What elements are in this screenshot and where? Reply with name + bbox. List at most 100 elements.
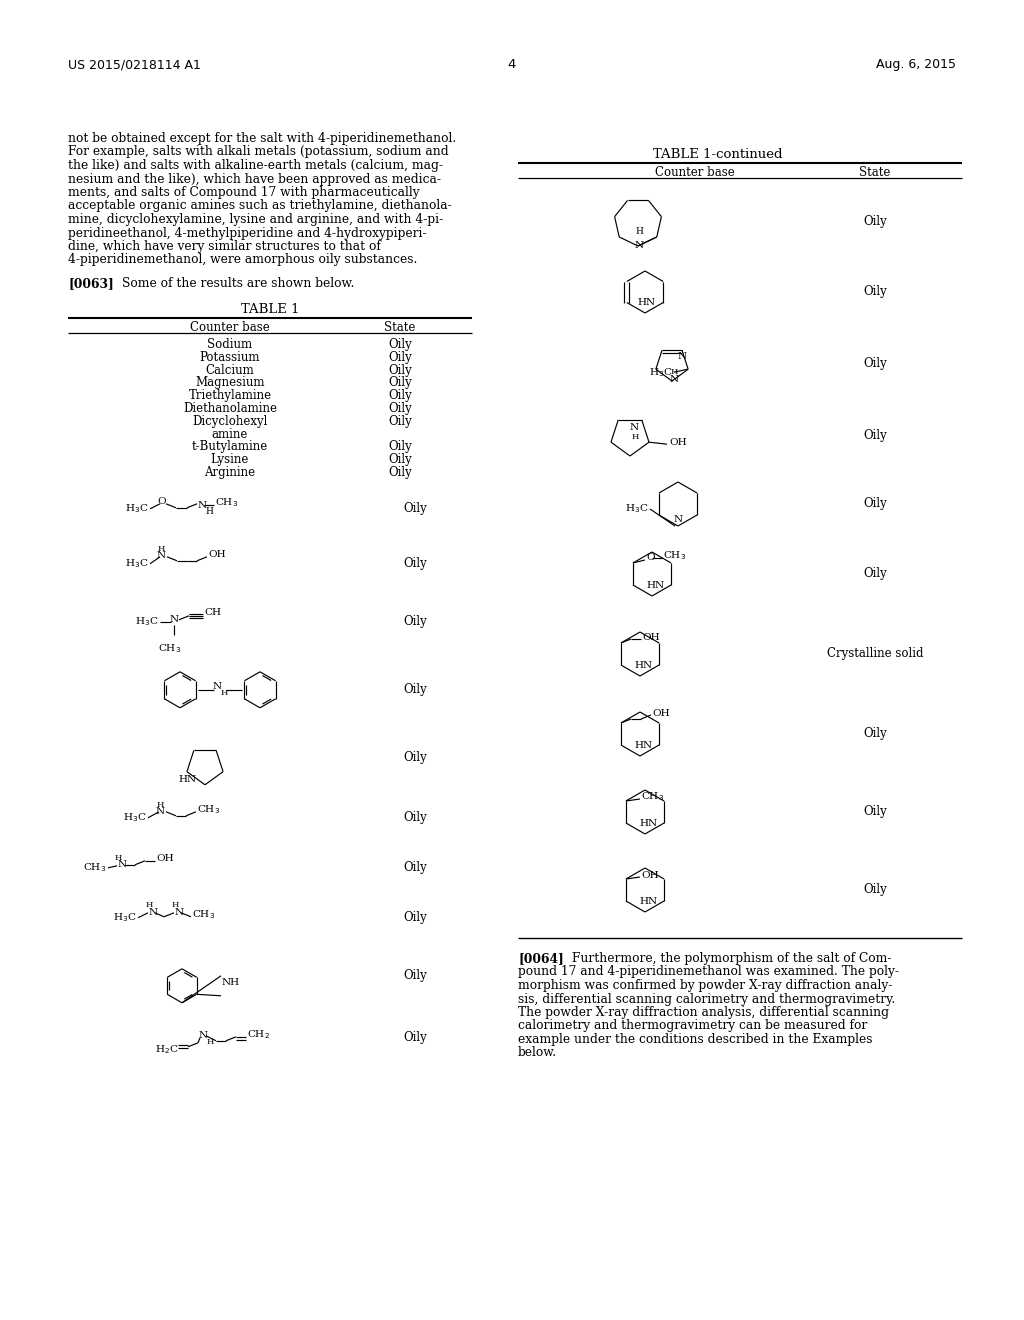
Text: OH: OH [652, 709, 670, 718]
Text: HN: HN [640, 818, 658, 828]
Text: US 2015/0218114 A1: US 2015/0218114 A1 [68, 58, 201, 71]
Text: Oily: Oily [403, 861, 427, 874]
Text: TABLE 1-continued: TABLE 1-continued [653, 148, 782, 161]
Text: Oily: Oily [863, 568, 887, 581]
Text: CH$_3$: CH$_3$ [197, 804, 220, 816]
Text: the like) and salts with alkaline-earth metals (calcium, mag-: the like) and salts with alkaline-earth … [68, 158, 443, 172]
Text: nesium and the like), which have been approved as medica-: nesium and the like), which have been ap… [68, 173, 441, 186]
Text: Calcium: Calcium [206, 363, 254, 376]
Text: Oily: Oily [863, 498, 887, 511]
Text: Oily: Oily [388, 376, 412, 389]
Text: NH: NH [222, 978, 240, 987]
Text: 4-piperidinemethanol, were amorphous oily substances.: 4-piperidinemethanol, were amorphous oil… [68, 253, 418, 267]
Text: N: N [670, 375, 679, 384]
Text: HN: HN [637, 298, 655, 308]
Text: Oily: Oily [403, 911, 427, 924]
Text: CH$_3$: CH$_3$ [215, 496, 239, 510]
Text: OH: OH [642, 632, 659, 642]
Text: mine, dicyclohexylamine, lysine and arginine, and with 4-pi-: mine, dicyclohexylamine, lysine and argi… [68, 213, 443, 226]
Text: N: N [198, 502, 207, 511]
Text: H$_3$C: H$_3$C [134, 615, 158, 628]
Text: peridineethanol, 4-methylpiperidine and 4-hydroxypiperi-: peridineethanol, 4-methylpiperidine and … [68, 227, 427, 239]
Text: Oily: Oily [863, 429, 887, 442]
Text: Oily: Oily [388, 338, 412, 351]
Text: not be obtained except for the salt with 4-piperidinemethanol.: not be obtained except for the salt with… [68, 132, 457, 145]
Text: pound 17 and 4-piperidinemethanol was examined. The poly-: pound 17 and 4-piperidinemethanol was ex… [518, 965, 899, 978]
Text: Oily: Oily [403, 969, 427, 982]
Text: For example, salts with alkali metals (potassium, sodium and: For example, salts with alkali metals (p… [68, 145, 449, 158]
Text: t-Butylamine: t-Butylamine [191, 441, 268, 453]
Text: below.: below. [518, 1047, 557, 1060]
Text: Oily: Oily [388, 414, 412, 428]
Text: O: O [646, 553, 654, 562]
Text: H: H [632, 433, 639, 441]
Text: Crystalline solid: Crystalline solid [826, 648, 924, 660]
Text: Oily: Oily [388, 453, 412, 466]
Text: H: H [220, 689, 227, 697]
Text: H: H [171, 900, 178, 908]
Text: dine, which have very similar structures to that of: dine, which have very similar structures… [68, 240, 381, 253]
Text: N: N [199, 1031, 208, 1040]
Text: Oily: Oily [863, 883, 887, 896]
Text: OH: OH [641, 870, 658, 879]
Text: OH: OH [669, 438, 687, 446]
Text: H: H [145, 900, 153, 908]
Text: Diethanolamine: Diethanolamine [183, 403, 278, 414]
Text: Oily: Oily [403, 557, 427, 570]
Text: OH: OH [156, 854, 174, 863]
Text: Triethylamine: Triethylamine [188, 389, 271, 403]
Text: H$_3$C: H$_3$C [113, 911, 136, 924]
Text: CH: CH [204, 609, 221, 618]
Text: Counter base: Counter base [190, 321, 270, 334]
Text: HN: HN [647, 581, 665, 590]
Text: HN: HN [635, 660, 653, 669]
Text: Oily: Oily [388, 403, 412, 414]
Text: Oily: Oily [388, 466, 412, 479]
Text: H: H [206, 1038, 214, 1045]
Text: amine: amine [212, 428, 248, 441]
Text: Oily: Oily [403, 1031, 427, 1044]
Text: N: N [212, 682, 221, 692]
Text: Oily: Oily [403, 615, 427, 628]
Text: Oily: Oily [403, 684, 427, 697]
Text: N: N [169, 615, 178, 624]
Text: Arginine: Arginine [205, 466, 256, 479]
Text: CH$_3$: CH$_3$ [641, 791, 665, 804]
Text: Oily: Oily [403, 812, 427, 824]
Text: H: H [158, 545, 165, 553]
Text: H$_3$C: H$_3$C [625, 503, 648, 515]
Text: N: N [674, 515, 683, 524]
Text: Dicyclohexyl: Dicyclohexyl [193, 414, 267, 428]
Text: TABLE 1: TABLE 1 [241, 304, 299, 315]
Text: State: State [384, 321, 416, 334]
Text: example under the conditions described in the Examples: example under the conditions described i… [518, 1034, 872, 1045]
Text: Oily: Oily [863, 358, 887, 371]
Text: N: N [630, 422, 639, 432]
Text: morphism was confirmed by powder X-ray diffraction analy-: morphism was confirmed by powder X-ray d… [518, 979, 892, 993]
Text: Oily: Oily [388, 363, 412, 376]
Text: State: State [859, 166, 891, 180]
Text: CH$_3$: CH$_3$ [159, 642, 181, 655]
Text: HN: HN [640, 896, 658, 906]
Text: Oily: Oily [403, 751, 427, 764]
Text: [0063]: [0063] [68, 277, 114, 290]
Text: N: N [118, 861, 127, 870]
Text: Oily: Oily [388, 389, 412, 403]
Text: Lysine: Lysine [211, 453, 249, 466]
Text: Oily: Oily [863, 805, 887, 818]
Text: N: N [157, 552, 166, 560]
Text: Oily: Oily [388, 441, 412, 453]
Text: H$_2$C: H$_2$C [155, 1043, 178, 1056]
Text: Oily: Oily [403, 503, 427, 515]
Text: N: N [150, 908, 158, 917]
Text: H: H [635, 227, 643, 236]
Text: sis, differential scanning calorimetry and thermogravimetry.: sis, differential scanning calorimetry a… [518, 993, 895, 1006]
Text: HN: HN [635, 741, 653, 750]
Text: Oily: Oily [863, 215, 887, 228]
Text: O: O [158, 498, 166, 507]
Text: N: N [156, 808, 165, 816]
Text: [0064]: [0064] [518, 952, 564, 965]
Text: N: N [635, 240, 643, 249]
Text: H: H [205, 507, 213, 516]
Text: N: N [175, 908, 184, 917]
